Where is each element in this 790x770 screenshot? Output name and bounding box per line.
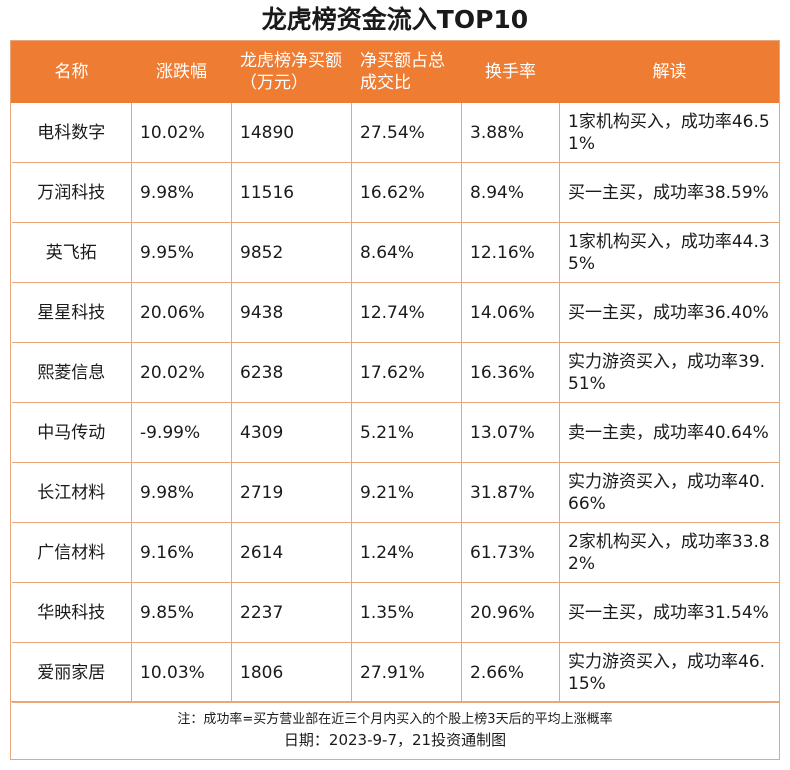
cell-name: 电科数字 xyxy=(11,102,132,163)
cell-interpretation: 买一主买，成功率38.59% xyxy=(559,162,779,223)
chart-title: 龙虎榜资金流入TOP10 xyxy=(261,5,529,34)
cell-name: 华映科技 xyxy=(11,582,132,643)
column-header-net-buy: 龙虎榜净买额（万元） xyxy=(231,41,352,103)
table-footer: 注：成功率=买方营业部在近三个月内买入的个股上榜3天后的平均上涨概率 日期：20… xyxy=(11,701,779,759)
cell-net-buy-ratio: 27.91% xyxy=(351,642,462,703)
cell-change: 9.16% xyxy=(131,522,232,583)
column-header-interpretation: 解读 xyxy=(559,41,779,103)
cell-net-buy-ratio: 5.21% xyxy=(351,402,462,463)
table-row: 英飞拓 9.95% 9852 8.64% 12.16% 1家机构买入，成功率44.35% xyxy=(11,222,779,283)
cell-name: 中马传动 xyxy=(11,402,132,463)
cell-interpretation: 实力游资买入，成功率39.51% xyxy=(559,342,779,403)
cell-name: 广信材料 xyxy=(11,522,132,583)
cell-turnover: 3.88% xyxy=(461,102,560,163)
cell-name: 长江材料 xyxy=(11,462,132,523)
cell-change: 9.98% xyxy=(131,162,232,223)
table-row: 电科数字 10.02% 14890 27.54% 3.88% 1家机构买入，成功率46.5… xyxy=(11,102,779,163)
cell-change: 20.02% xyxy=(131,342,232,403)
cell-net-buy: 2719 xyxy=(231,462,352,523)
cell-net-buy: 9852 xyxy=(231,222,352,283)
table-row: 广信材料 9.16% 2614 1.24% 61.73% 2家机构买入，成功率33.82% xyxy=(11,522,779,583)
cell-net-buy: 4309 xyxy=(231,402,352,463)
cell-net-buy-ratio: 1.35% xyxy=(351,582,462,643)
column-header-name: 名称 xyxy=(11,41,132,103)
cell-turnover: 20.96% xyxy=(461,582,560,643)
cell-change: 20.06% xyxy=(131,282,232,343)
cell-turnover: 13.07% xyxy=(461,402,560,463)
table-header-row: 名称 涨跌幅 龙虎榜净买额（万元） 净买额占总成交比 换手率 解读 xyxy=(11,41,779,103)
cell-change: 9.85% xyxy=(131,582,232,643)
cell-net-buy: 1806 xyxy=(231,642,352,703)
footnote: 注：成功率=买方营业部在近三个月内买入的个股上榜3天后的平均上涨概率 xyxy=(177,712,613,727)
cell-net-buy-ratio: 16.62% xyxy=(351,162,462,223)
cell-change: 9.95% xyxy=(131,222,232,283)
cell-change: 9.98% xyxy=(131,462,232,523)
cell-net-buy-ratio: 12.74% xyxy=(351,282,462,343)
cell-interpretation: 1家机构买入，成功率46.51% xyxy=(559,102,779,163)
table-row: 熙菱信息 20.02% 6238 17.62% 16.36% 实力游资买入，成功率39.5… xyxy=(11,342,779,403)
cell-interpretation: 实力游资买入，成功率40.66% xyxy=(559,462,779,523)
cell-change: 10.03% xyxy=(131,642,232,703)
cell-turnover: 61.73% xyxy=(461,522,560,583)
cell-net-buy-ratio: 17.62% xyxy=(351,342,462,403)
column-header-turnover: 换手率 xyxy=(461,41,560,103)
cell-name: 熙菱信息 xyxy=(11,342,132,403)
cell-net-buy-ratio: 9.21% xyxy=(351,462,462,523)
table-row: 长江材料 9.98% 2719 9.21% 31.87% 实力游资买入，成功率40.66% xyxy=(11,462,779,523)
table-row: 万润科技 9.98% 11516 16.62% 8.94% 买一主买，成功率38.59% xyxy=(11,162,779,223)
cell-interpretation: 实力游资买入，成功率46.15% xyxy=(559,642,779,703)
cell-turnover: 31.87% xyxy=(461,462,560,523)
cell-net-buy: 9438 xyxy=(231,282,352,343)
cell-name: 万润科技 xyxy=(11,162,132,223)
cell-turnover: 16.36% xyxy=(461,342,560,403)
cell-change: 10.02% xyxy=(131,102,232,163)
cell-net-buy: 14890 xyxy=(231,102,352,163)
cell-name: 爱丽家居 xyxy=(11,642,132,703)
cell-interpretation: 卖一主卖，成功率40.64% xyxy=(559,402,779,463)
cell-net-buy-ratio: 27.54% xyxy=(351,102,462,163)
cell-name: 星星科技 xyxy=(11,282,132,343)
column-header-net-buy-ratio: 净买额占总成交比 xyxy=(351,41,462,103)
cell-net-buy-ratio: 8.64% xyxy=(351,222,462,283)
cell-net-buy-ratio: 1.24% xyxy=(351,522,462,583)
column-header-change: 涨跌幅 xyxy=(131,41,232,103)
table-body: 电科数字 10.02% 14890 27.54% 3.88% 1家机构买入，成功率46.5… xyxy=(11,102,779,703)
cell-net-buy: 11516 xyxy=(231,162,352,223)
cell-interpretation: 2家机构买入，成功率33.82% xyxy=(559,522,779,583)
source-date: 日期：2023-9-7，21投资通制图 xyxy=(283,731,507,749)
cell-interpretation: 买一主买，成功率31.54% xyxy=(559,582,779,643)
table-row: 爱丽家居 10.03% 1806 27.91% 2.66% 实力游资买入，成功率46.15… xyxy=(11,642,779,703)
cell-turnover: 8.94% xyxy=(461,162,560,223)
cell-turnover: 12.16% xyxy=(461,222,560,283)
table-row: 星星科技 20.06% 9438 12.74% 14.06% 买一主买，成功率36.40% xyxy=(11,282,779,343)
cell-net-buy: 2237 xyxy=(231,582,352,643)
table-row: 华映科技 9.85% 2237 1.35% 20.96% 买一主买，成功率31.54% xyxy=(11,582,779,643)
cell-name: 英飞拓 xyxy=(11,222,132,283)
cell-interpretation: 1家机构买入，成功率44.35% xyxy=(559,222,779,283)
table-frame: 名称 涨跌幅 龙虎榜净买额（万元） 净买额占总成交比 换手率 解读 电科数字 10.02% 1… xyxy=(10,40,780,760)
data-table: 名称 涨跌幅 龙虎榜净买额（万元） 净买额占总成交比 换手率 解读 电科数字 10.02% 1… xyxy=(11,41,779,703)
cell-turnover: 14.06% xyxy=(461,282,560,343)
cell-interpretation: 买一主买，成功率36.40% xyxy=(559,282,779,343)
cell-net-buy: 6238 xyxy=(231,342,352,403)
table-row: 中马传动 -9.99% 4309 5.21% 13.07% 卖一主卖，成功率40.64% xyxy=(11,402,779,463)
cell-net-buy: 2614 xyxy=(231,522,352,583)
cell-change: -9.99% xyxy=(131,402,232,463)
cell-turnover: 2.66% xyxy=(461,642,560,703)
